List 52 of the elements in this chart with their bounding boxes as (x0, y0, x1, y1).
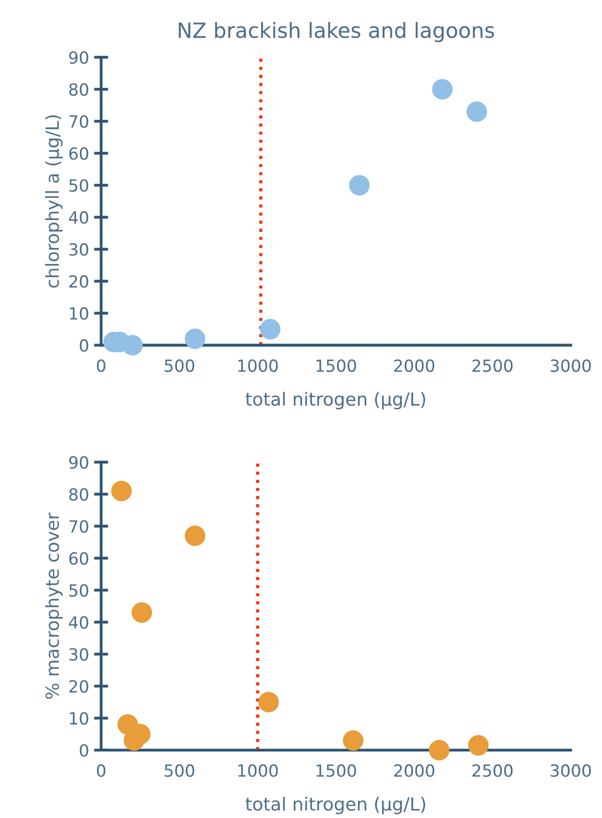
y-tick-label: 70 (69, 520, 88, 533)
y-tick-label: 50 (69, 584, 88, 597)
x-tick-label: 2500 (472, 764, 513, 777)
point (349, 174, 370, 196)
y-tick-label: 70 (69, 115, 88, 128)
chart-title: NZ brackish lakes and lagoons (178, 22, 494, 42)
point (260, 318, 280, 340)
y-tick-label: 90 (69, 51, 88, 64)
x-tick-label: 1000 (238, 359, 278, 372)
point (122, 334, 143, 356)
y-tick-label: 60 (69, 147, 88, 160)
x-tick-label: 2500 (472, 359, 513, 372)
y-tick-label: 40 (68, 211, 88, 224)
x-tick-label: 0 (96, 359, 106, 372)
point (428, 740, 450, 760)
y-tick-label: 60 (69, 552, 88, 565)
y-tick-label: 90 (69, 456, 88, 469)
x-tick-label: 3000 (550, 764, 591, 777)
point (468, 735, 489, 756)
point (258, 692, 279, 712)
x-tick-label: 1500 (316, 764, 356, 777)
x-tick-label: 0 (96, 764, 106, 777)
point (466, 101, 488, 122)
x-tick-label: 2000 (394, 764, 434, 777)
point (184, 328, 206, 350)
point (184, 525, 206, 546)
x-tick-label: 500 (164, 359, 194, 372)
y-tick-label: 0 (80, 744, 88, 757)
y-axis-title: % macrophyte cover (45, 512, 63, 699)
y-tick-label: 80 (69, 83, 88, 96)
y-tick-label: 20 (69, 680, 88, 693)
point (132, 602, 152, 623)
y-tick-label: 50 (69, 179, 88, 192)
point (432, 78, 453, 100)
point (342, 730, 364, 751)
x-axis-title: total nitrogen (µg/L) (246, 392, 426, 410)
y-tick-label: 30 (69, 648, 88, 661)
y-tick-label: 80 (69, 488, 88, 501)
x-tick-label: 2000 (394, 359, 434, 372)
x-tick-label: 3000 (550, 359, 591, 372)
y-tick-label: 20 (69, 275, 88, 288)
y-tick-label: 10 (70, 712, 88, 725)
y-axis-title: chlorophyll a (µg/L) (45, 115, 63, 288)
x-tick-label: 1500 (316, 359, 356, 372)
y-tick-label: 0 (80, 339, 88, 352)
x-axis-title: total nitrogen (µg/L) (246, 796, 426, 814)
point (111, 480, 132, 502)
y-tick-label: 10 (70, 307, 88, 320)
x-tick-label: 1000 (238, 764, 278, 777)
x-tick-label: 500 (164, 764, 194, 777)
y-tick-label: 30 (69, 243, 88, 256)
y-tick-label: 40 (68, 616, 88, 629)
